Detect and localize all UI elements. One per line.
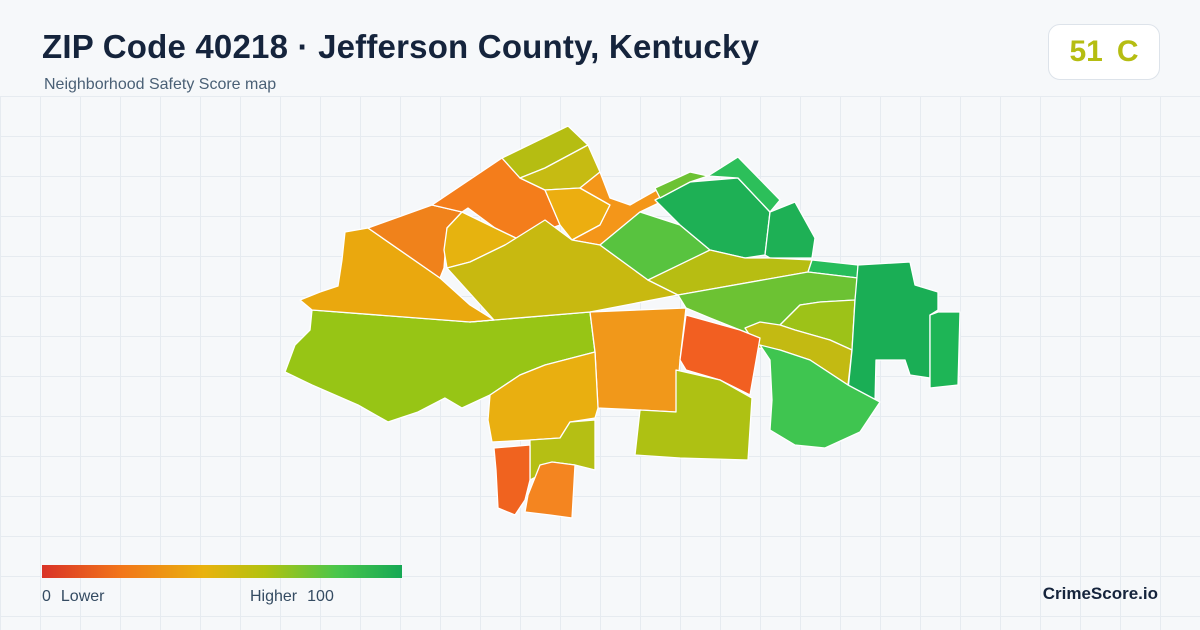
score-grade: C: [1116, 35, 1139, 68]
map-region[interactable]: [493, 444, 531, 516]
map-region[interactable]: [707, 156, 781, 213]
map-region[interactable]: [487, 351, 599, 443]
page-subtitle: Neighborhood Safety Score map: [44, 76, 277, 93]
legend-high-value: 100: [307, 588, 334, 605]
map-region[interactable]: [524, 461, 576, 519]
map-region[interactable]: [929, 311, 961, 389]
brand-logo: CrimeScore.io: [1042, 584, 1158, 603]
legend-low-text: Lower: [60, 588, 105, 605]
legend-high-text: Higher: [250, 588, 298, 605]
map-region[interactable]: [847, 261, 939, 403]
legend-low-label: 0 Lower: [42, 588, 104, 606]
map-region[interactable]: [571, 171, 666, 246]
page-title: ZIP Code 40218 · Jefferson County, Kentu…: [42, 28, 760, 65]
score-value: 51: [1069, 35, 1103, 68]
legend-low-value: 0: [42, 588, 51, 605]
legend-high-label: Higher 100: [250, 588, 334, 606]
map-region[interactable]: [764, 201, 816, 259]
header: ZIP Code 40218 · Jefferson County, Kentu…: [0, 0, 1200, 96]
map-region[interactable]: [759, 344, 881, 449]
safety-score-badge: 51 C: [1048, 24, 1160, 80]
legend-color-scale: [42, 565, 402, 578]
map-region[interactable]: [634, 369, 753, 461]
map-region[interactable]: [679, 314, 761, 396]
map-region[interactable]: [654, 171, 709, 199]
map-region[interactable]: [589, 307, 687, 413]
